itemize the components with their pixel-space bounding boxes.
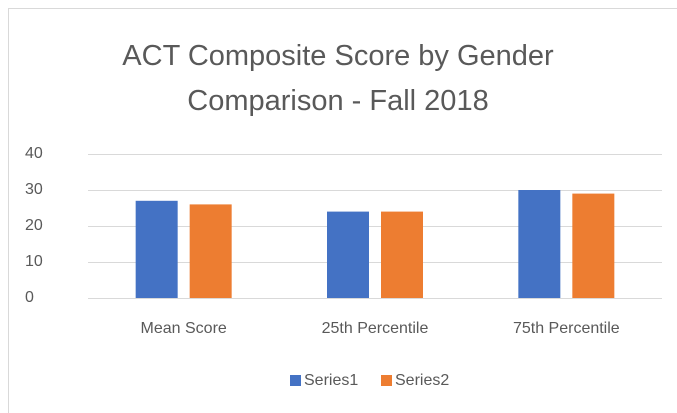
y-tick-label: 10 [25,253,43,270]
x-tick-label: Mean Score [141,320,227,337]
bar [381,211,423,298]
y-tick-label: 20 [25,217,43,234]
x-tick-label: 25th Percentile [322,320,429,337]
legend-label: Series2 [395,372,449,389]
chart-border [8,8,677,413]
bar [518,190,561,298]
y-tick-label: 0 [25,289,34,306]
y-tick-label: 30 [25,181,43,198]
legend-swatch [381,375,392,386]
legend-label: Series1 [304,372,358,389]
chart-title: ACT Composite Score by Gender Comparison… [122,40,554,117]
bar [135,200,178,298]
legend-swatch [290,375,301,386]
bar [327,211,369,298]
x-tick-label: 75th Percentile [513,320,620,337]
bar [189,204,232,298]
y-tick-label: 40 [25,145,43,162]
bar [572,193,615,298]
